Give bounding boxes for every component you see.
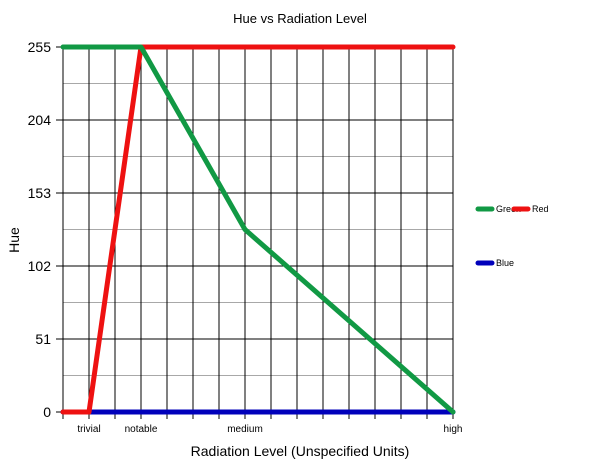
series-line-red <box>60 44 456 415</box>
legend-label-blue: Blue <box>496 258 514 268</box>
x-tick-labels: trivial notable medium high <box>77 424 462 435</box>
y-tick-label: 51 <box>35 331 51 347</box>
x-tick-label: medium <box>227 424 263 435</box>
x-tick-label: notable <box>125 424 158 435</box>
series-line-green <box>60 44 456 415</box>
legend-label-red: Red <box>532 204 549 214</box>
y-tick-label: 204 <box>28 112 52 128</box>
x-tick-label: high <box>444 424 463 435</box>
x-tick-label: trivial <box>77 424 100 435</box>
legend-label-green: Green <box>496 204 521 214</box>
y-tick-labels: 0 51 102 153 204 255 <box>28 39 52 420</box>
y-tick-label: 0 <box>43 404 51 420</box>
series-lines <box>60 44 456 415</box>
x-axis-label: Radiation Level (Unspecified Units) <box>191 443 410 459</box>
chart-title: Hue vs Radiation Level <box>233 11 367 26</box>
y-axis-label: Hue <box>6 227 22 253</box>
y-tick-label: 102 <box>28 258 52 274</box>
y-tick-label: 255 <box>28 39 52 55</box>
y-tick-label: 153 <box>28 185 52 201</box>
legend: Green Red Blue <box>475 204 549 268</box>
